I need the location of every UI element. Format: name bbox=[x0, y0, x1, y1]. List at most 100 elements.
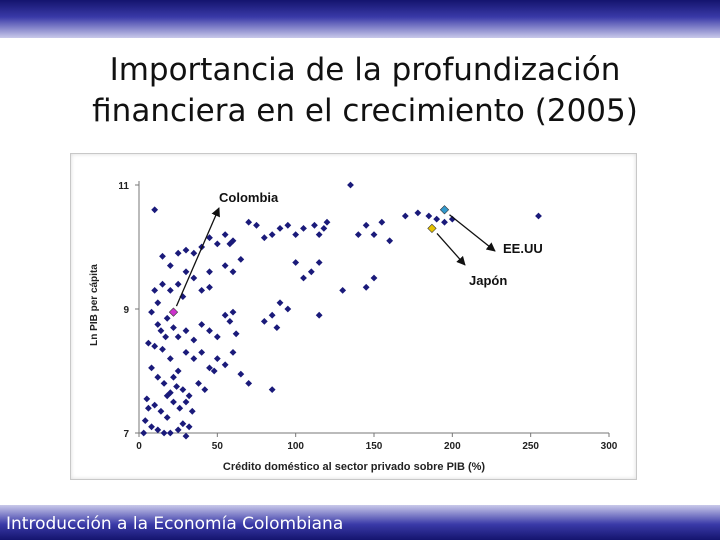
data-point bbox=[198, 287, 206, 294]
data-point bbox=[185, 392, 193, 400]
data-point bbox=[163, 314, 171, 322]
data-point bbox=[273, 324, 281, 331]
data-point bbox=[347, 181, 354, 189]
axes: 0 50 100 150 200 250 300 7 9 11 Crédito doméstico … bbox=[89, 181, 618, 473]
data-point bbox=[170, 398, 177, 406]
data-point bbox=[315, 231, 323, 238]
data-point bbox=[362, 221, 370, 229]
x-tick-label: 0 bbox=[136, 441, 142, 452]
scatter-chart: 0 50 100 150 200 250 300 7 9 11 Crédito doméstico … bbox=[89, 181, 618, 473]
data-point bbox=[166, 355, 174, 362]
annotations: Colombia EE.UU Japón bbox=[168, 190, 543, 317]
data-point bbox=[229, 349, 237, 356]
data-point bbox=[174, 280, 182, 288]
data-point bbox=[141, 417, 149, 424]
data-point bbox=[276, 299, 284, 307]
data-point bbox=[157, 327, 165, 335]
data-point bbox=[151, 287, 159, 294]
data-point bbox=[226, 240, 234, 248]
x-tick-label: 150 bbox=[366, 441, 383, 452]
data-point bbox=[185, 423, 193, 431]
data-point bbox=[159, 345, 166, 353]
data-point bbox=[166, 287, 174, 294]
data-point bbox=[190, 336, 198, 344]
data-point bbox=[160, 380, 168, 387]
data-point bbox=[176, 404, 184, 412]
x-tick-label: 200 bbox=[444, 441, 461, 452]
data-point bbox=[182, 268, 190, 276]
data-point bbox=[190, 274, 198, 282]
data-point bbox=[300, 274, 307, 282]
data-point bbox=[339, 287, 347, 294]
data-point bbox=[201, 386, 209, 393]
data-point bbox=[159, 280, 166, 288]
data-point bbox=[292, 231, 300, 238]
data-point bbox=[190, 355, 198, 362]
data-point bbox=[162, 333, 170, 341]
top-banner bbox=[0, 0, 720, 38]
data-point bbox=[232, 330, 240, 338]
data-point bbox=[195, 380, 202, 387]
data-point bbox=[311, 221, 318, 229]
data-point bbox=[221, 361, 229, 369]
data-point bbox=[401, 212, 409, 220]
data-point bbox=[245, 218, 253, 226]
data-point bbox=[198, 349, 206, 356]
data-point bbox=[237, 370, 245, 378]
data-point bbox=[154, 321, 162, 328]
data-point bbox=[315, 311, 323, 319]
highlight-point-colombia bbox=[168, 307, 179, 317]
data-point bbox=[145, 339, 152, 347]
data-point bbox=[190, 249, 198, 257]
y-axis-label: Ln PIB per cápita bbox=[89, 264, 100, 346]
data-point bbox=[174, 367, 182, 375]
data-point bbox=[414, 209, 422, 217]
data-point bbox=[206, 327, 213, 335]
data-point bbox=[535, 212, 542, 220]
data-point bbox=[213, 240, 221, 248]
data-point bbox=[166, 262, 174, 269]
slide-title: Importancia de la profundización financi… bbox=[92, 52, 638, 129]
data-point bbox=[300, 225, 307, 232]
y-tick-label: 7 bbox=[123, 429, 129, 440]
data-point bbox=[284, 221, 292, 229]
data-point bbox=[226, 318, 234, 325]
data-point bbox=[151, 206, 159, 214]
data-point bbox=[292, 259, 300, 266]
data-point bbox=[221, 311, 229, 319]
data-point bbox=[174, 249, 182, 257]
data-points bbox=[140, 181, 542, 440]
data-point bbox=[206, 268, 213, 276]
data-point bbox=[182, 398, 190, 406]
data-point bbox=[206, 234, 213, 242]
data-point bbox=[170, 373, 177, 381]
data-point bbox=[307, 268, 315, 276]
arrow-colombia bbox=[175, 207, 220, 307]
data-point bbox=[166, 429, 174, 437]
data-point bbox=[320, 225, 328, 232]
data-point bbox=[370, 274, 378, 282]
data-point bbox=[237, 256, 245, 263]
x-tick-label: 300 bbox=[601, 441, 618, 452]
data-point bbox=[354, 231, 362, 238]
data-point bbox=[174, 333, 182, 341]
data-point bbox=[221, 262, 229, 269]
data-point bbox=[378, 218, 386, 226]
data-point bbox=[441, 218, 448, 226]
data-point bbox=[148, 364, 155, 372]
y-tick-label: 9 bbox=[123, 305, 129, 316]
x-tick-label: 100 bbox=[287, 441, 304, 452]
data-point bbox=[276, 225, 284, 232]
data-point bbox=[173, 383, 180, 390]
data-point bbox=[182, 432, 190, 440]
data-point bbox=[229, 268, 237, 276]
data-point bbox=[160, 429, 168, 437]
highlight-point-eeuu bbox=[439, 205, 450, 215]
data-point bbox=[260, 318, 268, 325]
data-point bbox=[323, 218, 331, 226]
label-colombia: Colombia bbox=[219, 190, 279, 205]
data-point bbox=[182, 246, 190, 254]
data-point bbox=[433, 215, 441, 223]
data-point bbox=[206, 283, 213, 291]
data-point bbox=[362, 283, 370, 291]
